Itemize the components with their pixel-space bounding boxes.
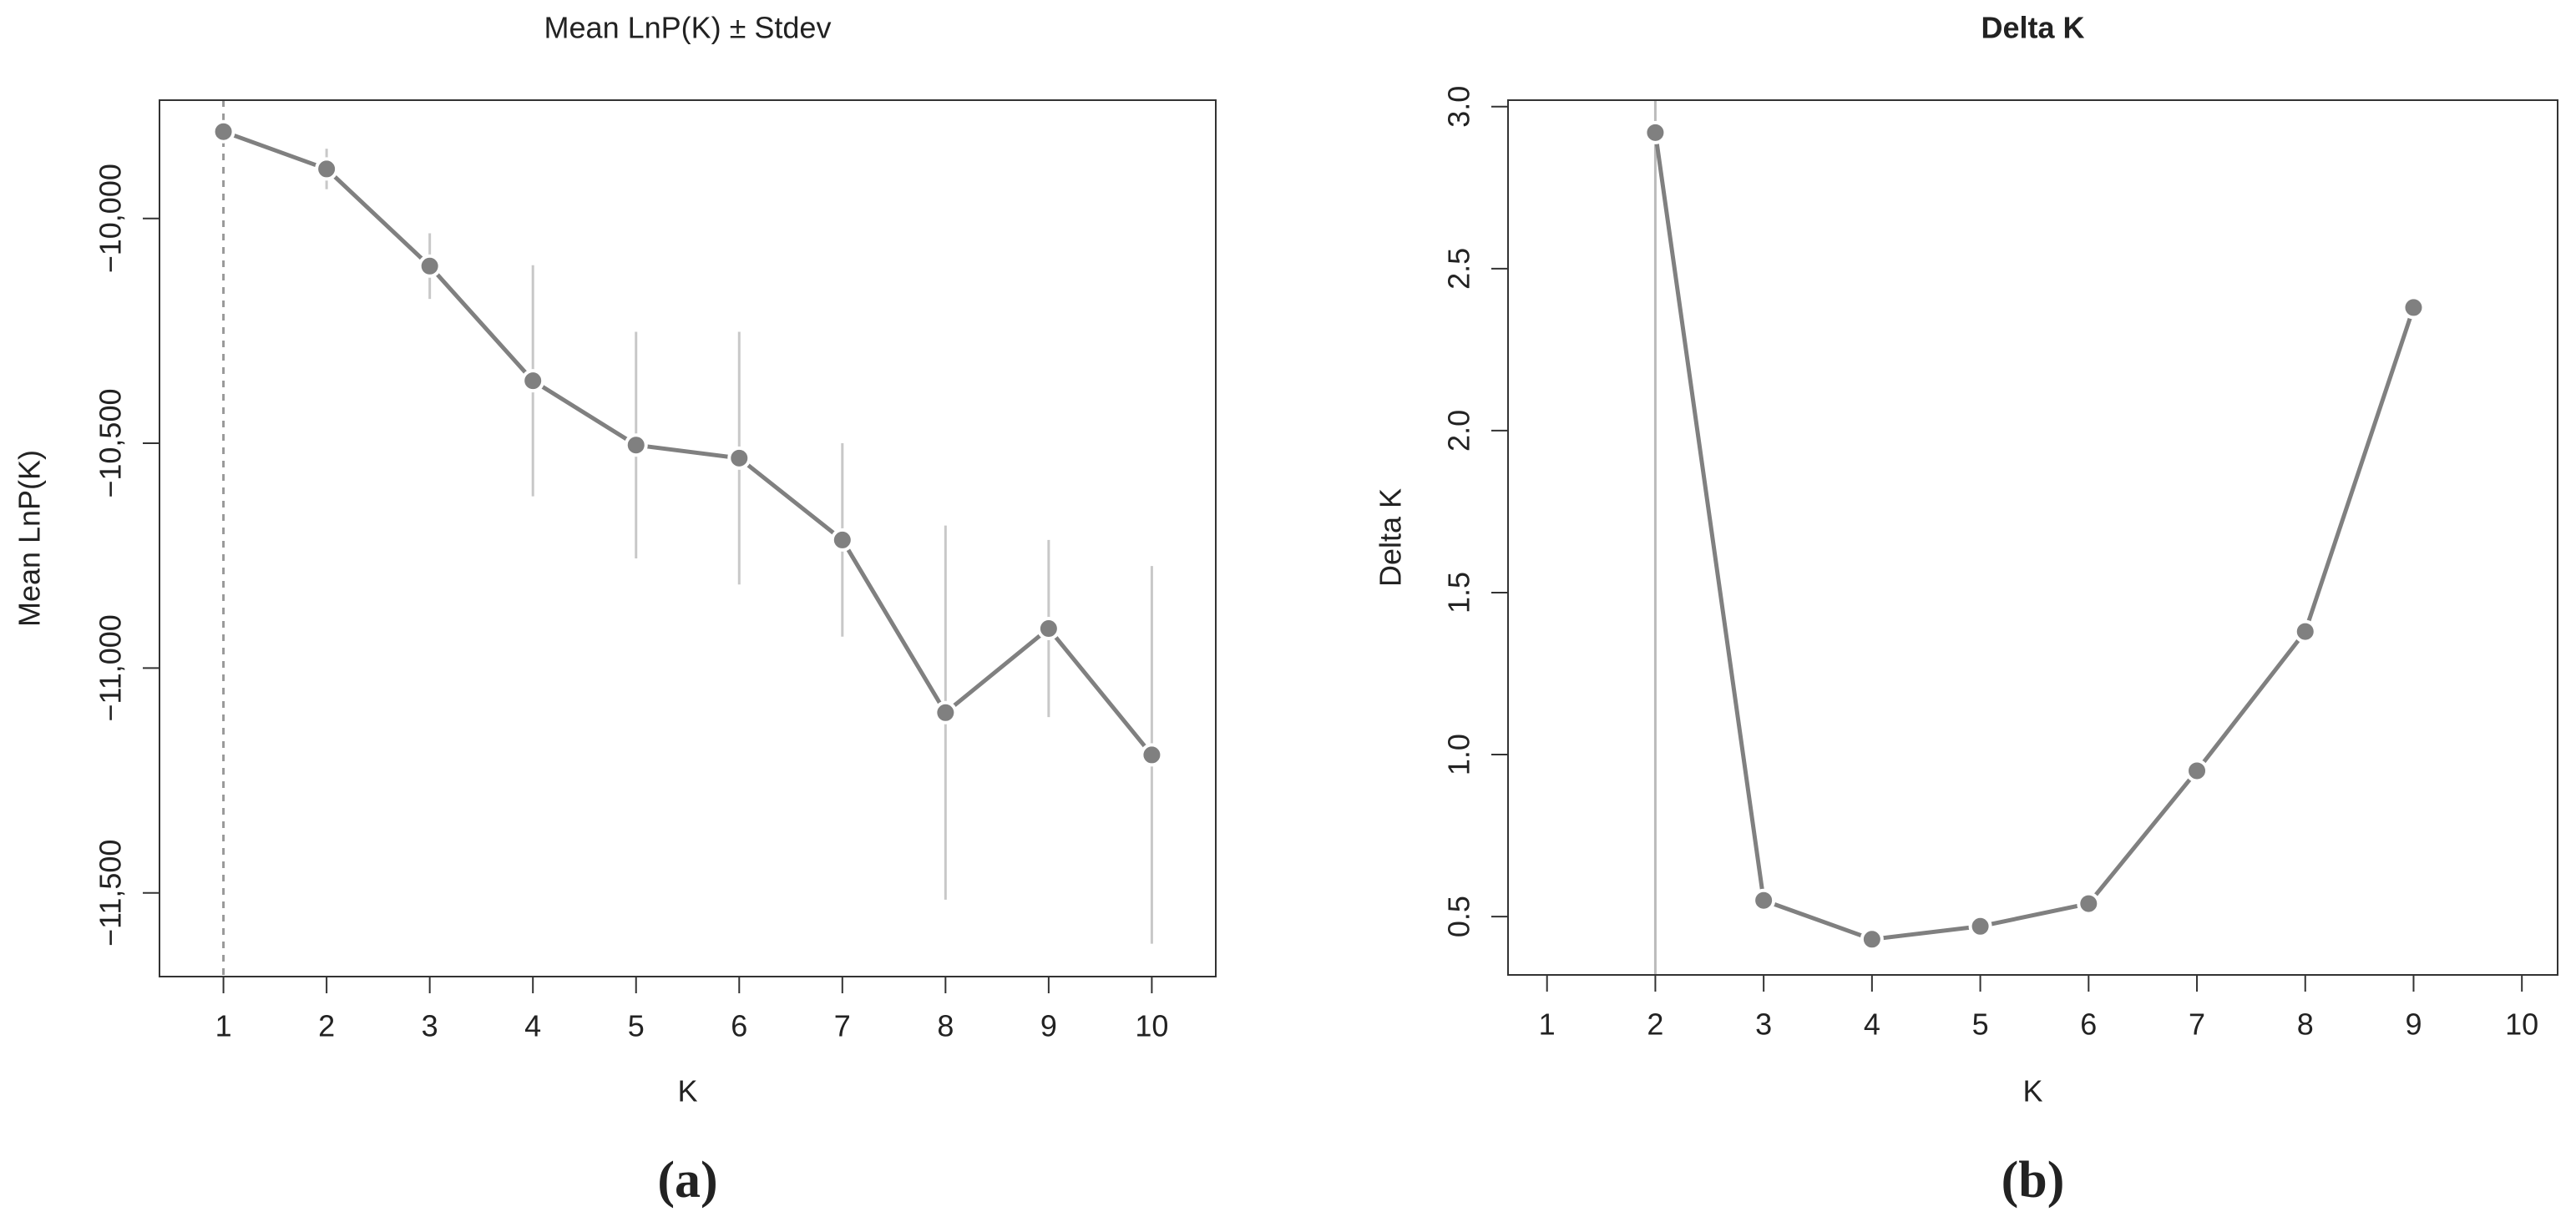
chart-title: Mean LnP(K) ± Stdev	[544, 11, 832, 45]
data-point	[1752, 888, 1776, 912]
plot-frame	[159, 99, 1217, 977]
data-point	[418, 254, 442, 278]
x-tick-label: 2	[1647, 1007, 1663, 1042]
data-point	[1860, 927, 1884, 952]
y-tick-label: 1.0	[1442, 734, 1476, 775]
x-axis-label: K	[2022, 1074, 2042, 1108]
x-tick-label: 10	[1135, 1009, 1168, 1043]
data-point	[830, 528, 854, 552]
chart-title: Delta K	[1981, 11, 2084, 45]
data-point	[315, 157, 339, 181]
y-tick-label: −11,500	[94, 840, 128, 947]
data-point	[211, 119, 235, 144]
data-point	[1643, 120, 1668, 144]
y-axis-label: Delta K	[1374, 488, 1408, 587]
y-axis-label: Mean LnP(K)	[13, 450, 47, 627]
y-tick-label: 1.5	[1442, 572, 1476, 613]
y-tick-label: 2.0	[1442, 410, 1476, 452]
x-tick-label: 2	[318, 1009, 335, 1043]
x-tick-label: 4	[1864, 1007, 1880, 1042]
data-point	[624, 433, 648, 457]
data-point	[934, 700, 958, 725]
data-point	[521, 369, 545, 393]
data-point	[1968, 914, 1992, 938]
x-tick-label: 8	[2297, 1007, 2314, 1042]
x-tick-label: 1	[1539, 1007, 1556, 1042]
data-point	[2077, 891, 2101, 916]
y-tick-label: −10,000	[94, 164, 128, 273]
x-axis-label: K	[677, 1074, 697, 1108]
x-tick-label: 4	[524, 1009, 541, 1043]
y-tick-label: 2.5	[1442, 248, 1476, 290]
x-tick-label: 10	[2505, 1007, 2538, 1042]
x-tick-label: 8	[937, 1009, 954, 1043]
data-point	[727, 446, 752, 470]
caption: (b)	[2002, 1152, 2065, 1209]
data-point	[2185, 759, 2209, 783]
y-tick-label: 0.5	[1442, 896, 1476, 937]
x-tick-label: 1	[215, 1009, 232, 1043]
y-tick-label: −10,500	[94, 388, 128, 497]
x-tick-label: 7	[834, 1009, 851, 1043]
x-tick-label: 5	[1972, 1007, 1989, 1042]
x-tick-label: 6	[2080, 1007, 2097, 1042]
y-tick-label: 3.0	[1442, 86, 1476, 128]
series-line	[1652, 132, 2416, 942]
x-tick-label: 9	[1040, 1009, 1057, 1043]
y-tick-label: −11,000	[94, 614, 128, 721]
caption: (a)	[657, 1152, 717, 1209]
plot-frame	[1507, 99, 2558, 976]
x-tick-label: 6	[731, 1009, 747, 1043]
data-point	[2293, 619, 2317, 644]
data-point	[1140, 743, 1164, 767]
series-line	[222, 129, 1154, 756]
x-tick-label: 3	[1755, 1007, 1772, 1042]
data-point	[2401, 295, 2426, 320]
x-tick-label: 5	[628, 1009, 645, 1043]
x-tick-label: 3	[422, 1009, 438, 1043]
data-point	[1036, 617, 1060, 641]
x-tick-label: 9	[2405, 1007, 2422, 1042]
x-tick-label: 7	[2189, 1007, 2205, 1042]
